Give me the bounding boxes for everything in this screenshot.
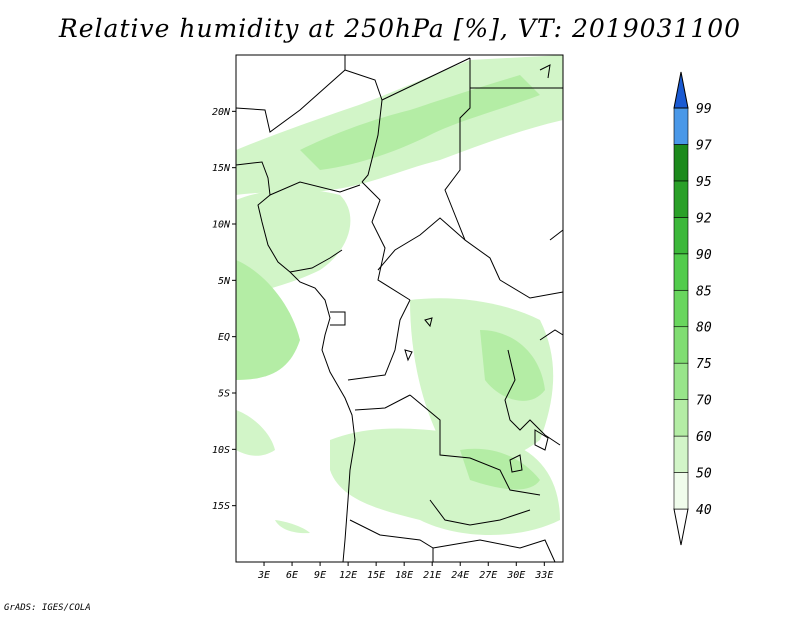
x-tick-label: 3E bbox=[257, 570, 270, 581]
x-tick-label: 21E bbox=[423, 570, 441, 581]
border bbox=[429, 499, 531, 526]
humidity-area bbox=[236, 260, 300, 380]
border bbox=[499, 279, 564, 299]
colorbar-label: 75 bbox=[696, 357, 712, 372]
x-tick-label: 6E bbox=[286, 570, 298, 581]
border bbox=[347, 299, 411, 381]
y-tick-label: 15N bbox=[212, 163, 231, 174]
x-tick-label: 12E bbox=[339, 570, 357, 581]
y-tick-label: EQ bbox=[218, 332, 230, 343]
colorbar-label: 95 bbox=[696, 175, 712, 190]
humidity-shading bbox=[236, 55, 563, 535]
x-tick-label: 30E bbox=[506, 570, 525, 581]
border bbox=[432, 539, 556, 563]
humidity-area bbox=[236, 189, 351, 300]
colorbar-label: 85 bbox=[696, 284, 712, 299]
colorbar-low-arrow bbox=[673, 508, 689, 546]
border bbox=[361, 181, 411, 301]
humidity-area bbox=[275, 520, 310, 534]
border bbox=[539, 64, 551, 79]
colorbar-label: 70 bbox=[696, 394, 712, 409]
y-tick-label: 5S bbox=[218, 389, 230, 400]
humidity-area bbox=[460, 448, 540, 490]
color-bar: 40 50 60 70 75 80 85 90 92 95 97 99 bbox=[673, 71, 712, 546]
credit-text: GrADS: IGES/COLA bbox=[4, 603, 91, 613]
colorbar-label: 90 bbox=[696, 248, 712, 263]
colorbar-label: 50 bbox=[696, 467, 712, 482]
y-tick-label: 10S bbox=[212, 445, 230, 456]
colorbar-label: 80 bbox=[696, 321, 712, 336]
x-tick-label: 18E bbox=[395, 570, 413, 581]
colorbar-segment bbox=[673, 326, 689, 364]
y-axis: 20N 15N 10N 5N EQ 5S 10S 15S bbox=[212, 107, 236, 512]
map-title: Relative humidity at 250hPa [%], VT: 201… bbox=[58, 14, 742, 43]
border bbox=[504, 349, 561, 446]
colorbar-segment bbox=[673, 472, 689, 510]
y-tick-label: 20N bbox=[212, 107, 231, 118]
colorbar-label: 60 bbox=[696, 430, 712, 445]
x-axis: 3E 6E 9E 12E 15E 18E 21E 24E 27E 30E 33E bbox=[257, 562, 553, 581]
coastline bbox=[235, 161, 356, 563]
colorbar-segment bbox=[673, 435, 689, 473]
colorbar-segment bbox=[673, 289, 689, 328]
colorbar-high-arrow bbox=[673, 71, 689, 109]
border bbox=[377, 217, 466, 271]
y-tick-label: 5N bbox=[218, 276, 231, 287]
colorbar-segment bbox=[673, 362, 689, 400]
colorbar-segment bbox=[673, 399, 689, 437]
humidity-area bbox=[236, 410, 275, 456]
border bbox=[381, 57, 471, 101]
x-tick-label: 33E bbox=[534, 570, 553, 581]
border bbox=[269, 181, 361, 196]
x-tick-label: 24E bbox=[451, 570, 469, 581]
humidity-area bbox=[480, 330, 545, 401]
border bbox=[354, 394, 411, 411]
humidity-area bbox=[410, 298, 554, 463]
x-tick-label: 15E bbox=[367, 570, 385, 581]
border bbox=[330, 311, 346, 326]
colorbar-segment bbox=[673, 217, 689, 255]
border bbox=[549, 229, 564, 241]
humidity-area bbox=[300, 75, 540, 170]
lake-outline bbox=[534, 429, 549, 451]
colorbar-label: 40 bbox=[696, 503, 712, 518]
colorbar-segment bbox=[673, 253, 689, 291]
country-borders bbox=[235, 55, 564, 563]
lake-outline bbox=[424, 317, 433, 328]
border bbox=[289, 249, 343, 273]
colorbar-label: 97 bbox=[696, 138, 712, 153]
colorbar-label: 92 bbox=[696, 211, 712, 226]
border bbox=[349, 519, 434, 562]
border bbox=[539, 329, 564, 341]
colorbar-segment bbox=[673, 144, 689, 182]
colorbar-segment bbox=[673, 107, 689, 145]
x-tick-label: 9E bbox=[314, 570, 326, 581]
border bbox=[444, 58, 501, 281]
border bbox=[409, 394, 541, 496]
x-tick-label: 27E bbox=[479, 570, 497, 581]
border bbox=[235, 55, 346, 133]
border bbox=[344, 69, 383, 183]
y-tick-label: 10N bbox=[212, 220, 231, 231]
map-frame bbox=[235, 54, 564, 563]
colorbar-segment bbox=[673, 180, 689, 218]
lake-outline bbox=[404, 349, 413, 362]
y-tick-label: 15S bbox=[212, 501, 230, 512]
colorbar-label: 99 bbox=[696, 102, 712, 117]
lake-outline bbox=[509, 454, 523, 473]
